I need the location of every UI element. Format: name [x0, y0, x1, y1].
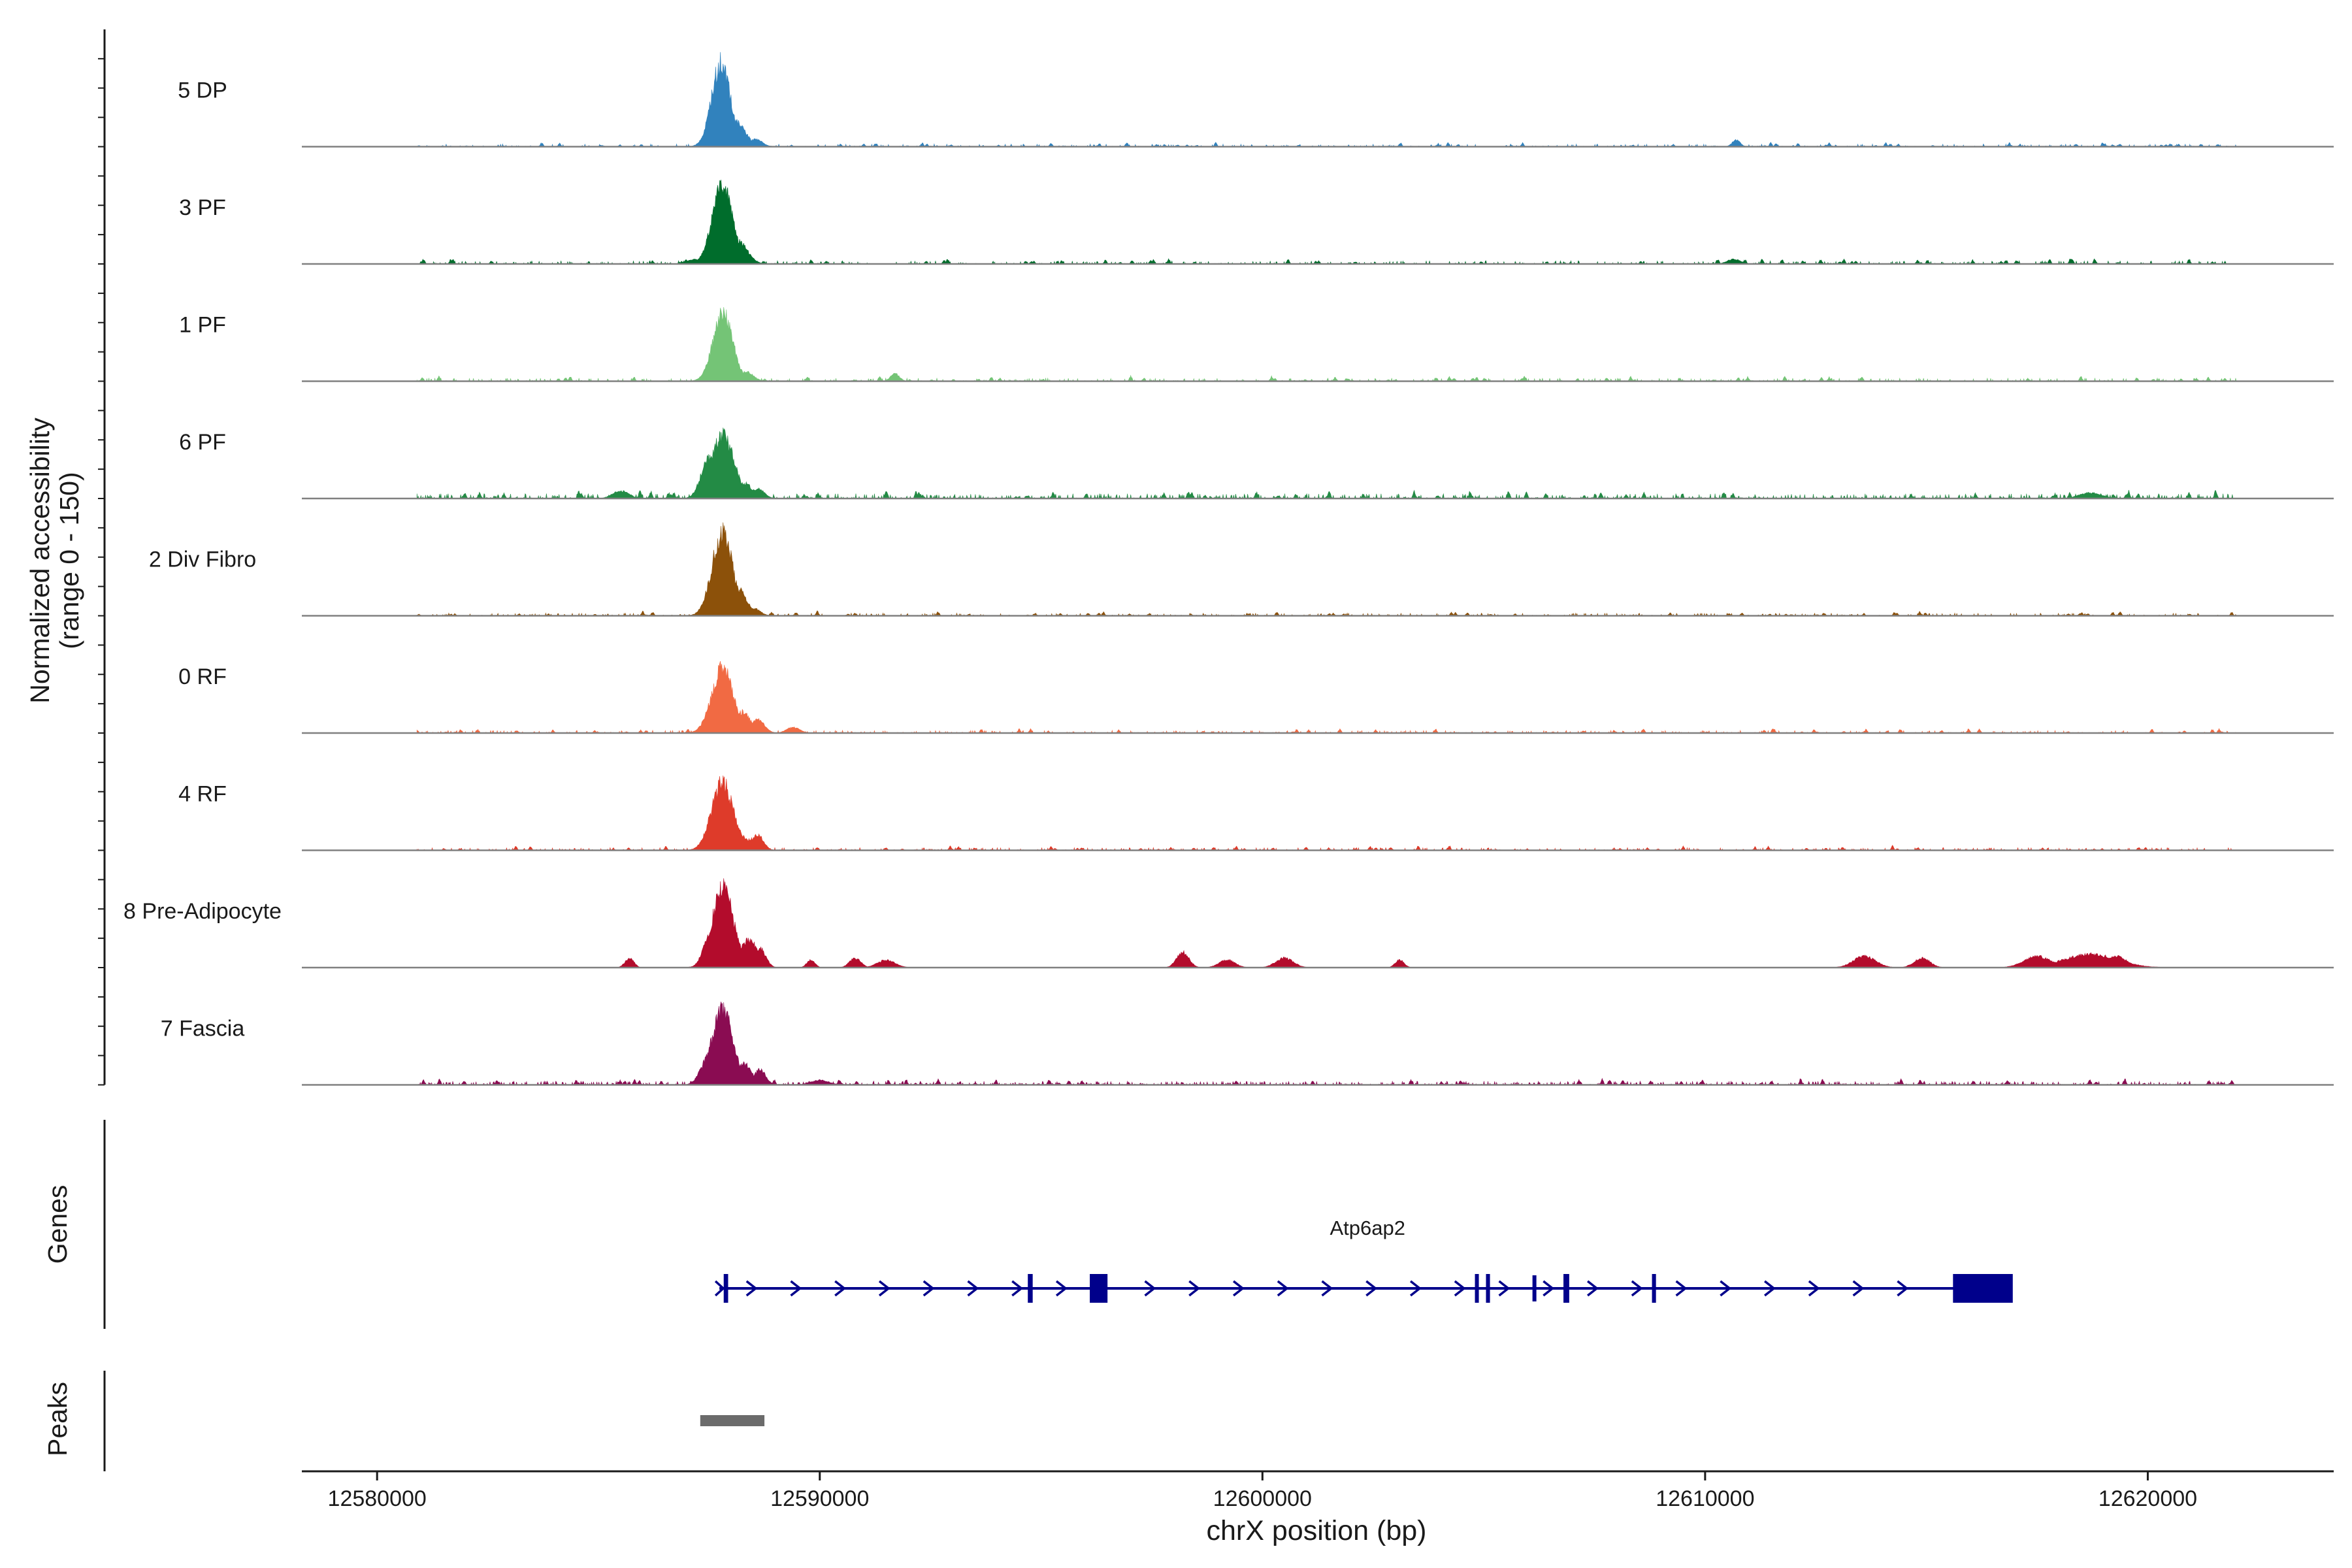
- strand-arrow: [1055, 1280, 1068, 1297]
- coverage-track: 2 Div Fibro: [149, 522, 2334, 617]
- gene-exon: [1532, 1275, 1537, 1301]
- coverage-signal: [416, 427, 2236, 500]
- strand-arrow: [1764, 1280, 1776, 1297]
- gene-name-label: Atp6ap2: [1330, 1217, 1405, 1239]
- x-tick-label: 12600000: [1213, 1486, 1312, 1511]
- coverage-track: 3 PF: [179, 179, 2334, 265]
- y-axis-title-line2: (range 0 - 150): [54, 472, 84, 649]
- gene-exon: [1028, 1274, 1033, 1303]
- coverage-track: 7 Fascia: [161, 1002, 2334, 1086]
- gene-exon: [1475, 1274, 1479, 1303]
- strand-arrow: [834, 1280, 847, 1297]
- coverage-track: 1 PF: [179, 307, 2334, 382]
- peaks-track: [700, 1415, 765, 1426]
- coverage-signal: [416, 52, 2237, 148]
- strand-arrow: [967, 1280, 979, 1297]
- gene-exon: [1652, 1274, 1656, 1303]
- track-label: 1 PF: [179, 313, 226, 338]
- strand-arrow: [1808, 1280, 1820, 1297]
- coverage-signal: [417, 878, 2236, 968]
- track-label: 4 RF: [178, 782, 227, 807]
- coverage-track: 8 Pre-Adipocyte: [123, 878, 2334, 969]
- strand-arrow: [1277, 1280, 1289, 1297]
- track-label: 6 PF: [179, 430, 226, 455]
- genes-track-label: Genes: [42, 1185, 73, 1264]
- coverage-signal: [416, 522, 2237, 617]
- strand-arrow: [923, 1280, 935, 1297]
- strand-arrow: [1409, 1280, 1422, 1297]
- axes-group: [98, 29, 106, 1471]
- coverage-signal: [416, 307, 2237, 382]
- gene-exon: [1486, 1274, 1490, 1303]
- strand-arrow: [1897, 1280, 1909, 1297]
- gene-exon: [1090, 1274, 1108, 1303]
- strand-arrow: [1498, 1280, 1511, 1297]
- track-label: 8 Pre-Adipocyte: [123, 899, 282, 924]
- x-tick-label: 12610000: [1656, 1486, 1754, 1511]
- coverage-signal: [416, 179, 2236, 265]
- gene-exon: [1563, 1274, 1569, 1303]
- gene-exon: [1953, 1274, 2013, 1303]
- strand-arrow: [878, 1280, 890, 1297]
- peaks-track-label: Peaks: [42, 1382, 73, 1456]
- strand-arrow: [1232, 1280, 1245, 1297]
- strand-arrow: [1188, 1280, 1201, 1297]
- strand-arrow: [1675, 1280, 1688, 1297]
- gene-track: Atp6ap2: [714, 1217, 2013, 1303]
- track-label: 0 RF: [178, 664, 227, 689]
- x-tick-label: 12590000: [770, 1486, 869, 1511]
- coverage-signal: [417, 1002, 2237, 1086]
- strand-arrow: [1720, 1280, 1732, 1297]
- strand-arrow: [1365, 1280, 1378, 1297]
- track-label: 7 Fascia: [161, 1017, 245, 1041]
- strand-arrow: [1011, 1280, 1024, 1297]
- x-tick-label: 12620000: [2099, 1486, 2197, 1511]
- coverage-signal: [416, 661, 2237, 734]
- coverage-signal: [416, 776, 2236, 851]
- track-label: 5 DP: [178, 78, 227, 103]
- strand-arrow: [1454, 1280, 1466, 1297]
- strand-arrow: [1543, 1280, 1555, 1297]
- strand-arrow: [1852, 1280, 1865, 1297]
- strand-arrow: [790, 1280, 802, 1297]
- strand-arrow: [745, 1280, 758, 1297]
- track-label: 3 PF: [179, 195, 226, 220]
- gene-exon: [723, 1274, 728, 1303]
- strand-arrow: [1587, 1280, 1599, 1297]
- coverage-track: 0 RF: [178, 661, 2334, 734]
- x-axis: 12580000 12590000 12600000 12610000 12620000: [302, 1470, 2334, 1511]
- peak-region: [700, 1415, 765, 1426]
- strand-arrow: [1321, 1280, 1333, 1297]
- coverage-track: 6 PF: [179, 427, 2334, 500]
- track-label: 2 Div Fibro: [149, 547, 256, 572]
- x-tick-label: 12580000: [328, 1486, 427, 1511]
- strand-arrow: [1631, 1280, 1643, 1297]
- x-axis-title: chrX position (bp): [1207, 1515, 1427, 1546]
- y-axis-title-line1: Normalized accessibility: [25, 417, 55, 704]
- coverage-track: 5 DP: [178, 52, 2334, 148]
- coverage-tracks: 5 DP 3 PF 1 PF 6 PF 2 Div Fibro 0 RF 4 RF 8 Pre…: [123, 52, 2334, 1086]
- strand-arrow: [714, 1280, 725, 1297]
- strand-arrow: [1144, 1280, 1156, 1297]
- coverage-track: 4 RF: [178, 776, 2334, 851]
